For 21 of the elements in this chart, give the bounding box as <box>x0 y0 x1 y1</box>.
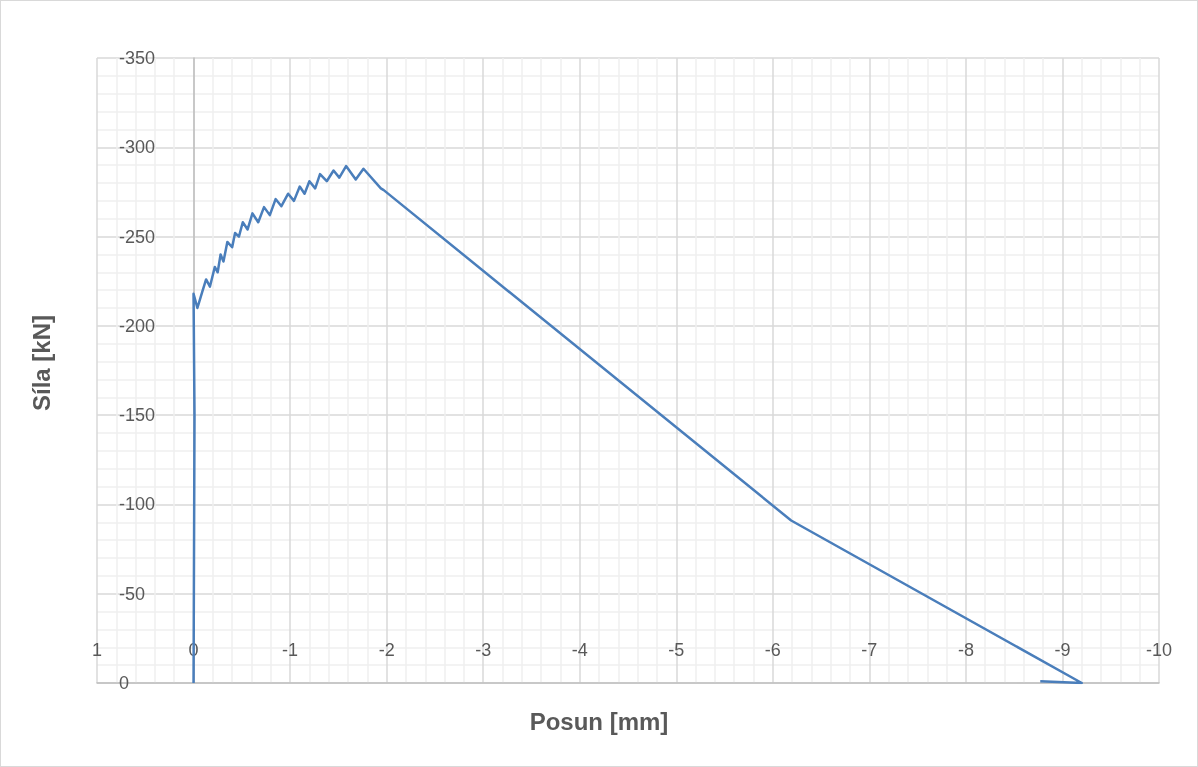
x-tick-label: -7 <box>861 640 878 660</box>
x-tick-label: -4 <box>571 640 588 660</box>
y-tick-label: -150 <box>119 405 156 426</box>
x-tick-label: -3 <box>475 640 492 660</box>
y-tick-label: 0 <box>119 673 130 693</box>
x-tick-label: -1 <box>282 640 299 660</box>
x-tick-label: -8 <box>957 640 974 660</box>
x-tick-label: 1 <box>91 640 103 660</box>
y-tick-label: -250 <box>119 226 156 247</box>
y-tick-label: -50 <box>119 583 146 604</box>
y-tick-label: -300 <box>119 137 156 158</box>
x-tick-label: -6 <box>764 640 781 660</box>
x-tick-label: -10 <box>1145 640 1173 660</box>
y-tick-label: -350 <box>119 48 156 68</box>
y-axis-title: Síla [kN] <box>27 315 55 412</box>
y-tick-label: -100 <box>119 494 156 515</box>
x-tick-label: -2 <box>378 640 395 660</box>
x-axis-title: Posun [mm] <box>529 707 669 735</box>
x-tick-label: -5 <box>668 640 685 660</box>
x-tick-label: -9 <box>1054 640 1071 660</box>
y-tick-label: -200 <box>119 315 156 336</box>
